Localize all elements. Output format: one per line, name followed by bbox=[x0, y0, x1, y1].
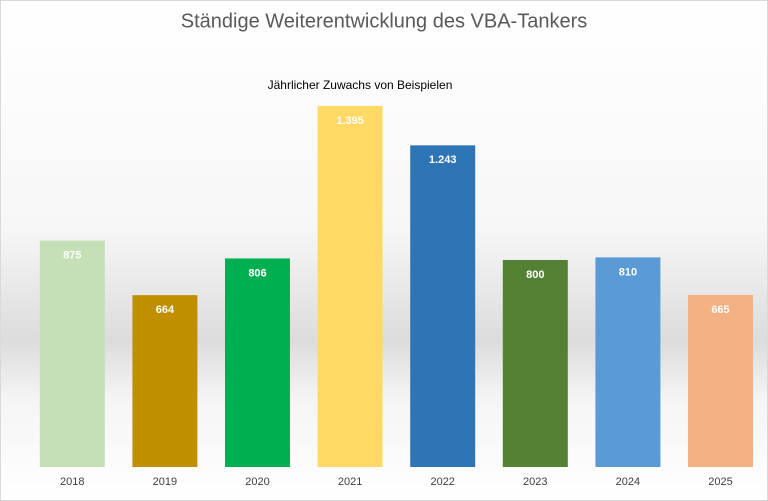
value-label: 1.395 bbox=[336, 115, 364, 127]
value-label: 875 bbox=[63, 249, 81, 261]
x-tick-label: 2018 bbox=[60, 476, 84, 488]
value-label: 810 bbox=[619, 266, 637, 278]
x-tick-label: 2021 bbox=[338, 476, 362, 488]
value-label: 800 bbox=[526, 269, 544, 281]
bar bbox=[225, 258, 290, 467]
chart-subtitle: Jährlicher Zuwachs von Beispielen bbox=[268, 78, 453, 92]
bar bbox=[132, 295, 198, 467]
bar bbox=[595, 257, 661, 467]
bar bbox=[502, 259, 568, 467]
value-label: 664 bbox=[156, 304, 175, 316]
value-label: 806 bbox=[248, 267, 266, 279]
bar bbox=[39, 240, 105, 467]
bar bbox=[317, 106, 383, 467]
x-tick-label: 2024 bbox=[616, 476, 640, 488]
bar bbox=[410, 145, 476, 467]
chart-title: Ständige Weiterentwicklung des VBA-Tanke… bbox=[181, 10, 588, 32]
x-tick-label: 2023 bbox=[523, 476, 547, 488]
x-tick-label: 2020 bbox=[245, 476, 269, 488]
value-label: 665 bbox=[711, 304, 729, 316]
value-label: 1.243 bbox=[429, 154, 457, 166]
x-tick-label: 2022 bbox=[430, 476, 454, 488]
x-tick-label: 2025 bbox=[708, 476, 732, 488]
bar bbox=[688, 294, 753, 467]
x-tick-label: 2019 bbox=[153, 476, 177, 488]
